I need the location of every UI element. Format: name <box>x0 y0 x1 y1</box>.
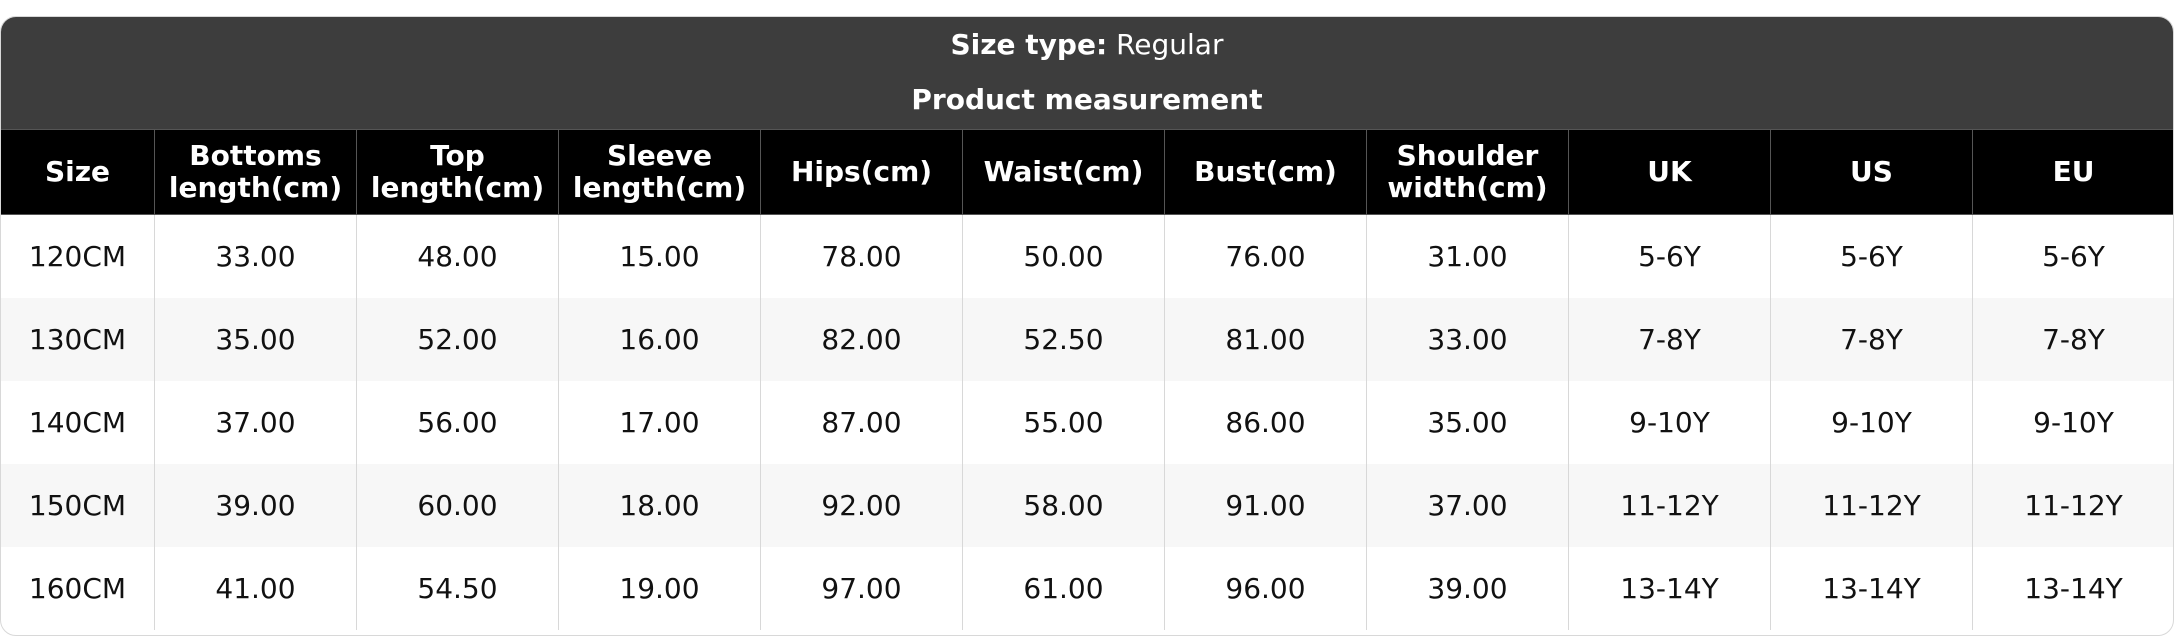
table-row: 130CM 35.00 52.00 16.00 82.00 52.50 81.00 33.00… <box>1 298 2173 381</box>
table-cell: 35.00 <box>154 298 357 381</box>
table-cell: 150CM <box>1 464 155 547</box>
column-header: Waist(cm) <box>962 129 1165 215</box>
table-cell: 7-8Y <box>1972 298 2173 381</box>
table-cell: 92.00 <box>760 464 963 547</box>
table-cell: 160CM <box>1 547 155 630</box>
column-header-text: US <box>1850 155 1893 188</box>
table-cell: 5-6Y <box>1568 214 1771 298</box>
table-cell: 86.00 <box>1164 381 1367 464</box>
column-header: Hips(cm) <box>760 129 963 215</box>
size-chart-header: Size type: Regular Product measurement <box>1 17 2173 129</box>
table-cell: 13-14Y <box>1568 547 1771 630</box>
column-header: Sleeve length(cm) <box>558 129 761 215</box>
table-cell: 140CM <box>1 381 155 464</box>
column-header-text: Hips(cm) <box>790 155 933 188</box>
table-cell: 7-8Y <box>1770 298 1973 381</box>
table-cell: 7-8Y <box>1568 298 1771 381</box>
table-row: 140CM 37.00 56.00 17.00 87.00 55.00 86.00 35.00… <box>1 381 2173 464</box>
size-type: Size type: Regular <box>1 27 2173 63</box>
column-header-text: Size <box>44 155 111 188</box>
table-cell: 5-6Y <box>1770 214 1973 298</box>
table-cell: 31.00 <box>1366 214 1569 298</box>
table-cell: 11-12Y <box>1770 464 1973 547</box>
column-header: Size <box>1 129 155 215</box>
table-cell: 33.00 <box>154 214 357 298</box>
table-row: 150CM 39.00 60.00 18.00 92.00 58.00 91.00 37.00… <box>1 464 2173 547</box>
table-cell: 120CM <box>1 214 155 298</box>
table-cell: 17.00 <box>558 381 761 464</box>
table-cell: 9-10Y <box>1568 381 1771 464</box>
table-cell: 55.00 <box>962 381 1165 464</box>
column-header: EU <box>1972 129 2173 215</box>
table-cell: 9-10Y <box>1972 381 2173 464</box>
table-cell: 52.00 <box>356 298 559 381</box>
column-header: Bottoms length(cm) <box>154 129 357 215</box>
table-cell: 13-14Y <box>1770 547 1973 630</box>
column-header-text: Waist(cm) <box>983 155 1144 188</box>
column-header: Top length(cm) <box>356 129 559 215</box>
table-cell: 97.00 <box>760 547 963 630</box>
table-cell: 81.00 <box>1164 298 1367 381</box>
column-header-text: length(cm) <box>370 171 545 204</box>
table-cell: 50.00 <box>962 214 1165 298</box>
column-header-text: width(cm) <box>1387 171 1548 204</box>
header-row: Size Bottoms length(cm) Top length(cm) Sleeve… <box>1 129 2173 215</box>
table-title: Product measurement <box>911 83 1263 116</box>
column-header-text: Sleeve <box>607 139 712 172</box>
table-cell: 52.50 <box>962 298 1165 381</box>
table-cell: 39.00 <box>154 464 357 547</box>
column-header-text: length(cm) <box>572 171 747 204</box>
column-header: US <box>1770 129 1973 215</box>
size-table: Size Bottoms length(cm) Top length(cm) Sleeve… <box>1 129 2173 630</box>
table-cell: 41.00 <box>154 547 357 630</box>
size-chart-card: Size type: Regular Product measurement S… <box>0 16 2174 636</box>
table-row: 120CM 33.00 48.00 15.00 78.00 50.00 76.00 31.00… <box>1 214 2173 298</box>
table-cell: 130CM <box>1 298 155 381</box>
column-header-text: Top <box>430 139 485 172</box>
table-cell: 56.00 <box>356 381 559 464</box>
column-header-text: Bust(cm) <box>1194 155 1337 188</box>
table-cell: 33.00 <box>1366 298 1569 381</box>
table-cell: 11-12Y <box>1568 464 1771 547</box>
table-cell: 91.00 <box>1164 464 1367 547</box>
table-cell: 87.00 <box>760 381 963 464</box>
table-cell: 13-14Y <box>1972 547 2173 630</box>
table-cell: 96.00 <box>1164 547 1367 630</box>
table-cell: 60.00 <box>356 464 559 547</box>
column-header-text: length(cm) <box>168 171 343 204</box>
column-header-text: EU <box>2052 155 2095 188</box>
column-header-text: Bottoms <box>189 139 322 172</box>
table-cell: 18.00 <box>558 464 761 547</box>
table-cell: 61.00 <box>962 547 1165 630</box>
table-cell: 54.50 <box>356 547 559 630</box>
table-cell: 16.00 <box>558 298 761 381</box>
table-cell: 58.00 <box>962 464 1165 547</box>
size-type-value: Regular <box>1116 28 1224 61</box>
table-cell: 19.00 <box>558 547 761 630</box>
table-cell: 15.00 <box>558 214 761 298</box>
table-cell: 48.00 <box>356 214 559 298</box>
table-cell: 5-6Y <box>1972 214 2173 298</box>
column-header: Shoulder width(cm) <box>1366 129 1569 215</box>
table-row: 160CM 41.00 54.50 19.00 97.00 61.00 96.00 39.00… <box>1 547 2173 630</box>
table-cell: 39.00 <box>1366 547 1569 630</box>
table-cell: 82.00 <box>760 298 963 381</box>
table-cell: 78.00 <box>760 214 963 298</box>
table-cell: 9-10Y <box>1770 381 1973 464</box>
table-cell: 76.00 <box>1164 214 1367 298</box>
table-cell: 35.00 <box>1366 381 1569 464</box>
column-header: UK <box>1568 129 1771 215</box>
table-cell: 37.00 <box>154 381 357 464</box>
table-cell: 11-12Y <box>1972 464 2173 547</box>
size-type-label: Size type: <box>950 28 1108 61</box>
column-header-text: Shoulder <box>1396 139 1539 172</box>
column-header: Bust(cm) <box>1164 129 1367 215</box>
table-cell: 37.00 <box>1366 464 1569 547</box>
column-header-text: UK <box>1647 155 1692 188</box>
